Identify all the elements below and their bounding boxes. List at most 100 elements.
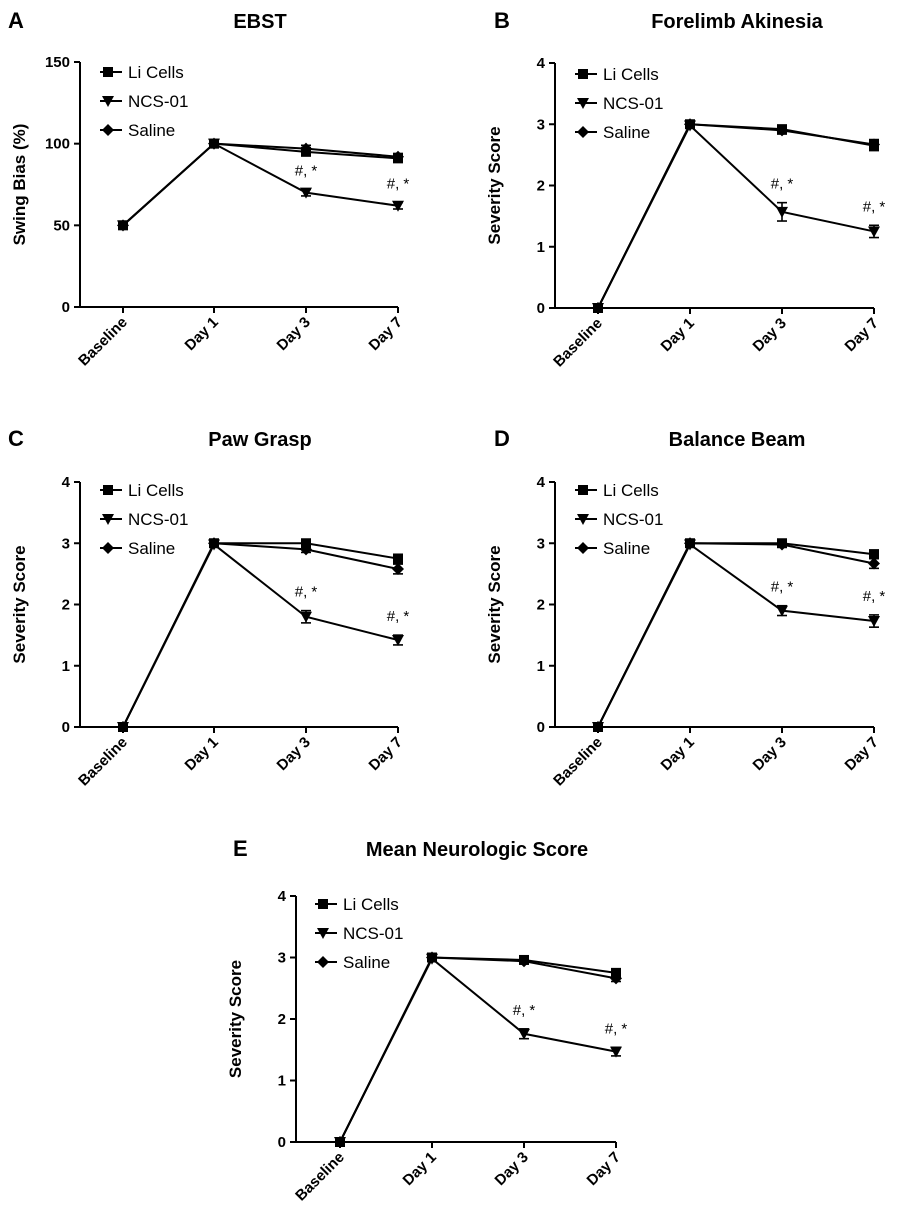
data-point-a-ncs-01-day-3: [300, 187, 312, 199]
y-tick-label-d-2: 2: [537, 597, 545, 614]
legend-marker-c-saline: [102, 542, 114, 554]
y-axis-label-c: Severity Score: [10, 545, 29, 663]
series-b-saline: [592, 118, 880, 314]
x-tick-label-c-day-7: Day 7: [366, 734, 406, 774]
series-line-e-saline: [339, 956, 617, 1143]
data-point-a-saline-baseline: [117, 219, 129, 232]
data-point-e-ncs-01-day-3: [518, 1028, 530, 1040]
panel-letter-b: B: [494, 8, 510, 33]
chart-title-b: Forelimb Akinesia: [651, 11, 823, 33]
series-line-c-ncs-01: [122, 542, 399, 728]
y-tick-label-b-1: 1: [537, 239, 545, 256]
legend-marker-d-li-cells: [578, 485, 588, 495]
series-line-c-li-cells: [122, 542, 399, 728]
legend-marker-b-ncs-01: [577, 98, 589, 109]
data-point-c-saline-baseline: [117, 721, 129, 733]
chart-title-c: Paw Grasp: [208, 429, 311, 451]
y-tick-label-c-2: 2: [62, 597, 70, 614]
y-axis-label-d: Severity Score: [485, 545, 504, 663]
series-e-saline: [334, 951, 622, 1148]
x-tick-label-a-day-7: Day 7: [366, 314, 406, 354]
y-tick-label-b-3: 3: [537, 116, 545, 133]
y-tick-label-c-1: 1: [62, 658, 70, 675]
y-tick-label-a-50: 50: [53, 217, 70, 234]
series-b-ncs-01: [592, 120, 880, 314]
annotation-a-day-7: #, *: [387, 175, 410, 192]
y-tick-label-a-150: 150: [45, 54, 70, 71]
series-d-li-cells: [593, 538, 879, 732]
series-d-ncs-01: [592, 539, 880, 733]
x-tick-label-d-day-1: Day 1: [658, 734, 698, 774]
series-line-d-li-cells: [597, 542, 875, 728]
chart-panel-e: E Mean Neurologic Score 0 1 2 3 4 Severity Scor…: [226, 836, 627, 1204]
panel-letter-e: E: [233, 836, 248, 861]
data-point-e-saline-day-7: [610, 972, 622, 985]
legend-label-d-saline: Saline: [603, 539, 650, 558]
x-tick-label-d-day-7: Day 7: [842, 734, 882, 774]
series-line-d-ncs-01: [597, 542, 875, 728]
series-line-c-saline: [122, 542, 399, 728]
data-point-b-saline-day-3: [776, 124, 788, 137]
y-tick-label-c-3: 3: [62, 535, 70, 552]
data-point-c-saline-day-3: [300, 543, 312, 556]
series-d-saline: [592, 537, 880, 733]
chart-title-e: Mean Neurologic Score: [366, 839, 588, 861]
annotation-b-day-7: #, *: [863, 198, 886, 215]
x-tick-label-c-day-1: Day 1: [182, 734, 222, 774]
annotation-a-day-3: #, *: [295, 162, 318, 179]
panel-letter-d: D: [494, 426, 510, 451]
y-axis-label-b: Severity Score: [485, 126, 504, 244]
data-point-c-saline-day-1: [208, 537, 220, 550]
legend-label-b-saline: Saline: [603, 123, 650, 142]
series-line-a-saline: [122, 142, 399, 227]
legend-label-e-li-cells: Li Cells: [343, 895, 399, 914]
y-tick-label-b-2: 2: [537, 178, 545, 195]
legend-label-c-li-cells: Li Cells: [128, 481, 184, 500]
y-axis-label-a: Swing Bias (%): [10, 124, 29, 246]
data-point-d-saline-day-7: [868, 557, 880, 570]
y-tick-label-e-1: 1: [278, 1073, 286, 1090]
x-tick-label-d-day-3: Day 3: [750, 734, 790, 774]
y-tick-label-d-3: 3: [537, 535, 545, 552]
legend-marker-c-li-cells: [103, 485, 113, 495]
x-tick-label-b-day-7: Day 7: [842, 315, 882, 355]
legend-label-d-ncs-01: NCS-01: [603, 510, 663, 529]
legend-label-b-ncs-01: NCS-01: [603, 94, 663, 113]
data-point-a-saline-day-7: [392, 150, 404, 163]
annotation-e-day-3: #, *: [513, 1002, 536, 1019]
y-tick-label-d-0: 0: [537, 719, 545, 736]
series-a-saline: [117, 137, 404, 232]
legend-label-a-li-cells: Li Cells: [128, 63, 184, 82]
annotation-c-day-7: #, *: [387, 608, 410, 625]
data-point-d-ncs-01-day-7: [868, 616, 880, 628]
legend-marker-d-saline: [577, 542, 589, 554]
data-point-c-li-cells-day-7: [393, 553, 403, 564]
data-point-c-ncs-01-day-3: [300, 611, 312, 623]
x-tick-label-a-day-1: Day 1: [182, 314, 222, 354]
y-tick-label-e-3: 3: [278, 950, 286, 967]
y-tick-label-b-4: 4: [537, 55, 546, 72]
legend-marker-e-ncs-01: [317, 928, 329, 939]
annotation-d-day-3: #, *: [771, 579, 794, 596]
legend-marker-b-li-cells: [578, 69, 588, 79]
x-tick-label-a-baseline: Baseline: [75, 314, 131, 370]
series-e-li-cells: [335, 952, 621, 1147]
legend-label-e-saline: Saline: [343, 953, 390, 972]
series-line-e-li-cells: [339, 956, 617, 1143]
x-tick-label-a-day-3: Day 3: [274, 314, 314, 354]
y-tick-label-b-0: 0: [537, 300, 545, 317]
y-axis-label-e: Severity Score: [226, 960, 245, 1078]
legend-d: Li Cells NCS-01 Saline: [575, 481, 663, 558]
data-point-c-ncs-01-day-7: [392, 635, 404, 647]
panel-letter-a: A: [8, 8, 24, 33]
data-point-d-ncs-01-day-3: [776, 605, 788, 617]
legend-label-e-ncs-01: NCS-01: [343, 924, 403, 943]
legend-marker-d-ncs-01: [577, 514, 589, 525]
x-tick-label-e-baseline: Baseline: [292, 1149, 348, 1205]
panel-letter-c: C: [8, 426, 24, 451]
chart-panel-a: A EBST 0 50 100 150 Swing Bias (%) Baseline Day …: [8, 8, 409, 369]
legend-marker-a-ncs-01: [102, 96, 114, 107]
legend-label-a-saline: Saline: [128, 121, 175, 140]
y-tick-label-a-100: 100: [45, 136, 70, 153]
legend-c: Li Cells NCS-01 Saline: [100, 481, 188, 558]
